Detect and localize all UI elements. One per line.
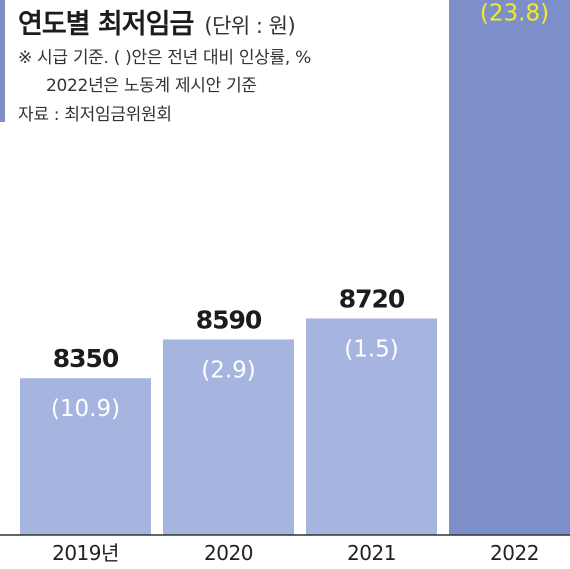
note-source: 자료 : 최저임금위원회 bbox=[18, 105, 172, 125]
value-label-2: 8720 bbox=[339, 284, 405, 313]
bar-2 bbox=[306, 318, 437, 535]
x-tick-label-2: 2021 bbox=[347, 541, 396, 565]
accent-bar bbox=[0, 0, 5, 122]
rate-label-0: (10.9) bbox=[51, 396, 120, 422]
value-label-0: 8350 bbox=[53, 344, 119, 373]
x-tick-label-1: 2020 bbox=[204, 541, 253, 565]
note-basis: ※ 시급 기준. ( )안은 전년 대비 인상률, % bbox=[18, 48, 311, 68]
rate-label-3: (23.8) bbox=[480, 1, 549, 27]
value-label-1: 8590 bbox=[196, 305, 262, 334]
note-2022-basis: 2022년은 노동계 제시안 기준 bbox=[46, 76, 257, 96]
bar-1 bbox=[163, 339, 294, 535]
x-tick-label-0: 2019년 bbox=[52, 541, 119, 565]
chart-header: 연도별 최저임금 (단위 : 원) bbox=[18, 2, 296, 41]
bar-0 bbox=[20, 378, 151, 535]
rate-label-1: (2.9) bbox=[201, 357, 256, 383]
x-tick-label-3: 2022 bbox=[490, 541, 539, 565]
rate-label-2: (1.5) bbox=[344, 336, 399, 362]
unit-label: (단위 : 원) bbox=[204, 14, 296, 38]
chart-title: 연도별 최저임금 bbox=[18, 9, 194, 40]
bar-3 bbox=[449, 0, 570, 536]
